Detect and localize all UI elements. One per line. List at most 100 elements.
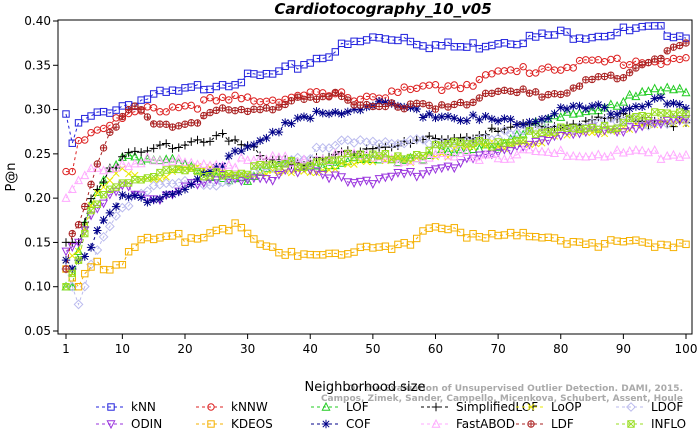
data-point — [343, 107, 353, 117]
data-point — [662, 119, 673, 129]
legend-marker — [431, 402, 441, 412]
y-tick-label: 0.30 — [24, 103, 51, 117]
data-point — [506, 228, 515, 237]
data-point — [93, 160, 102, 168]
data-point — [136, 148, 146, 157]
legend-item-inflo: INFLO — [616, 417, 686, 431]
data-point — [99, 177, 108, 187]
data-point — [305, 153, 316, 164]
data-point — [506, 147, 516, 156]
data-point — [469, 82, 477, 90]
legend-item-ldf: LDF — [516, 417, 574, 431]
data-point — [162, 166, 170, 174]
data-point — [111, 202, 121, 211]
data-point — [662, 82, 672, 92]
data-point — [218, 93, 227, 102]
x-tick-label: 1 — [62, 342, 70, 356]
data-point — [562, 151, 572, 160]
data-point — [193, 119, 202, 127]
data-point — [394, 154, 402, 162]
data-point — [543, 147, 553, 156]
data-point — [68, 229, 76, 238]
data-point — [600, 103, 609, 112]
data-point — [231, 219, 239, 227]
data-point — [161, 178, 172, 189]
data-point — [299, 154, 309, 164]
data-point — [331, 88, 339, 97]
data-point — [193, 105, 202, 113]
data-point — [456, 98, 465, 107]
data-point — [456, 84, 465, 93]
data-point — [650, 144, 660, 154]
data-point — [294, 252, 302, 260]
data-point — [431, 80, 440, 89]
data-point — [463, 80, 471, 89]
data-point — [632, 24, 640, 32]
data-point — [80, 252, 89, 261]
data-point — [681, 87, 691, 97]
data-point — [444, 38, 452, 46]
data-point — [350, 101, 358, 109]
data-point — [117, 158, 127, 168]
data-point — [281, 100, 289, 109]
data-point — [156, 120, 164, 128]
data-point — [638, 61, 646, 69]
data-point — [230, 135, 240, 145]
data-point — [632, 113, 640, 121]
data-point — [418, 134, 428, 145]
data-point — [168, 144, 177, 153]
data-point — [669, 110, 678, 119]
data-point — [399, 138, 410, 149]
data-point — [556, 145, 566, 155]
data-point — [443, 162, 453, 172]
data-point — [462, 146, 472, 156]
data-point — [362, 176, 372, 186]
data-point — [374, 151, 384, 161]
data-point — [280, 151, 290, 160]
x-axis-label: Neighborhood size — [305, 380, 426, 395]
legend-item-loop: LoOP — [516, 400, 582, 414]
data-point — [613, 75, 621, 83]
data-point — [331, 165, 339, 173]
data-point — [669, 243, 678, 252]
data-point — [255, 136, 265, 145]
data-point — [118, 112, 127, 121]
data-point — [268, 243, 277, 251]
legend-item-knn: kNN — [96, 400, 156, 414]
data-point — [650, 119, 660, 129]
data-point — [180, 182, 190, 192]
data-point — [230, 146, 240, 156]
data-point — [380, 154, 390, 163]
data-point — [549, 132, 560, 142]
data-point — [200, 112, 208, 120]
data-point — [418, 155, 428, 165]
data-point — [449, 151, 459, 161]
data-point — [430, 165, 441, 175]
data-point — [81, 229, 89, 238]
data-point — [337, 148, 347, 158]
data-point — [469, 39, 477, 47]
data-point — [525, 89, 534, 97]
legend-item-simplifiedlof: SimplifiedLOF — [421, 400, 538, 414]
data-point — [631, 124, 641, 134]
data-point — [669, 98, 678, 108]
data-point — [368, 180, 378, 189]
data-point — [156, 234, 164, 242]
data-point — [149, 235, 158, 244]
data-point — [93, 226, 102, 235]
data-point — [181, 166, 189, 175]
data-point — [606, 150, 616, 160]
data-point — [155, 179, 165, 190]
series-cof — [61, 93, 691, 274]
data-point — [67, 281, 77, 291]
data-point — [293, 168, 303, 178]
data-point — [619, 106, 628, 115]
data-point — [299, 112, 309, 121]
data-point — [99, 144, 108, 152]
y-tick-label: 0.10 — [24, 280, 51, 294]
data-point — [274, 170, 284, 180]
data-point — [61, 255, 71, 265]
data-point — [675, 152, 685, 161]
data-point — [538, 93, 546, 101]
data-point — [243, 229, 252, 238]
